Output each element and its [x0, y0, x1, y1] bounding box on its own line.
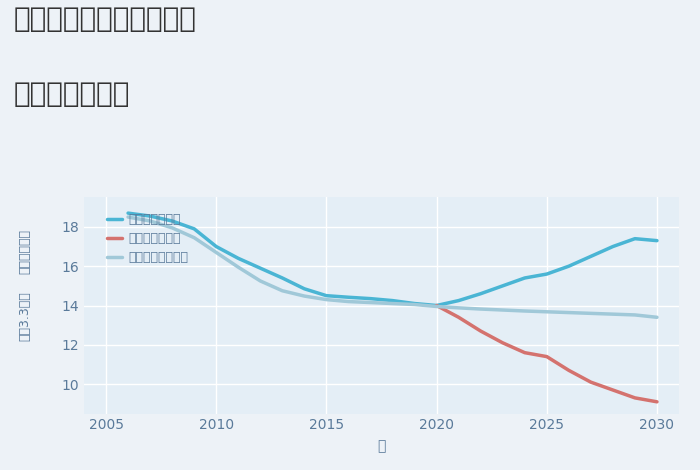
ノーマルシナリオ: [609, 311, 617, 317]
Text: 単価（万円）: 単価（万円）: [18, 229, 31, 274]
グッドシナリオ: [587, 253, 595, 259]
グッドシナリオ: [498, 283, 507, 289]
グッドシナリオ: [322, 293, 330, 298]
グッドシナリオ: [278, 275, 286, 281]
グッドシナリオ: [410, 301, 419, 306]
ノーマルシナリオ: [344, 299, 353, 305]
ノーマルシナリオ: [454, 305, 463, 311]
バッドシナリオ: [477, 328, 485, 334]
グッドシナリオ: [168, 218, 176, 224]
ノーマルシナリオ: [410, 302, 419, 307]
ノーマルシナリオ: [234, 264, 242, 270]
ノーマルシナリオ: [389, 301, 397, 306]
グッドシナリオ: [212, 244, 220, 250]
ノーマルシナリオ: [366, 300, 375, 306]
Line: ノーマルシナリオ: ノーマルシナリオ: [128, 217, 657, 317]
グッドシナリオ: [609, 244, 617, 250]
グッドシナリオ: [124, 210, 132, 216]
バッドシナリオ: [653, 399, 662, 405]
バッドシナリオ: [521, 350, 529, 355]
ノーマルシナリオ: [542, 309, 551, 314]
グッドシナリオ: [300, 286, 309, 291]
グッドシナリオ: [433, 303, 441, 308]
Line: バッドシナリオ: バッドシナリオ: [437, 306, 657, 402]
グッドシナリオ: [146, 213, 154, 219]
ノーマルシナリオ: [587, 311, 595, 316]
グッドシナリオ: [234, 256, 242, 261]
ノーマルシナリオ: [190, 235, 198, 241]
ノーマルシナリオ: [565, 310, 573, 315]
ノーマルシナリオ: [433, 304, 441, 309]
バッドシナリオ: [565, 368, 573, 373]
グッドシナリオ: [389, 298, 397, 304]
グッドシナリオ: [190, 226, 198, 232]
ノーマルシナリオ: [477, 306, 485, 312]
グッドシナリオ: [565, 263, 573, 269]
X-axis label: 年: 年: [377, 439, 386, 454]
グッドシナリオ: [653, 238, 662, 243]
Legend: グッドシナリオ, バッドシナリオ, ノーマルシナリオ: グッドシナリオ, バッドシナリオ, ノーマルシナリオ: [102, 208, 193, 269]
グッドシナリオ: [454, 298, 463, 304]
ノーマルシナリオ: [278, 288, 286, 294]
バッドシナリオ: [454, 314, 463, 320]
ノーマルシナリオ: [300, 293, 309, 299]
ノーマルシナリオ: [631, 312, 639, 318]
ノーマルシナリオ: [653, 314, 662, 320]
バッドシナリオ: [587, 379, 595, 385]
ノーマルシナリオ: [322, 297, 330, 302]
Text: 三重県津市芸濃町中縄の: 三重県津市芸濃町中縄の: [14, 5, 197, 33]
バッドシナリオ: [542, 354, 551, 360]
バッドシナリオ: [498, 340, 507, 345]
バッドシナリオ: [609, 387, 617, 393]
グッドシナリオ: [521, 275, 529, 281]
Line: グッドシナリオ: グッドシナリオ: [128, 213, 657, 306]
Text: 坪（3.3㎡）: 坪（3.3㎡）: [18, 291, 31, 341]
Text: 土地の価格推移: 土地の価格推移: [14, 80, 130, 108]
ノーマルシナリオ: [146, 218, 154, 224]
ノーマルシナリオ: [168, 225, 176, 231]
グッドシナリオ: [542, 271, 551, 277]
バッドシナリオ: [433, 303, 441, 308]
グッドシナリオ: [477, 291, 485, 297]
ノーマルシナリオ: [256, 278, 265, 284]
グッドシナリオ: [366, 296, 375, 301]
ノーマルシナリオ: [212, 250, 220, 255]
グッドシナリオ: [631, 236, 639, 242]
ノーマルシナリオ: [521, 308, 529, 314]
グッドシナリオ: [256, 266, 265, 271]
ノーマルシナリオ: [124, 214, 132, 220]
グッドシナリオ: [344, 294, 353, 300]
ノーマルシナリオ: [498, 307, 507, 313]
バッドシナリオ: [631, 395, 639, 401]
